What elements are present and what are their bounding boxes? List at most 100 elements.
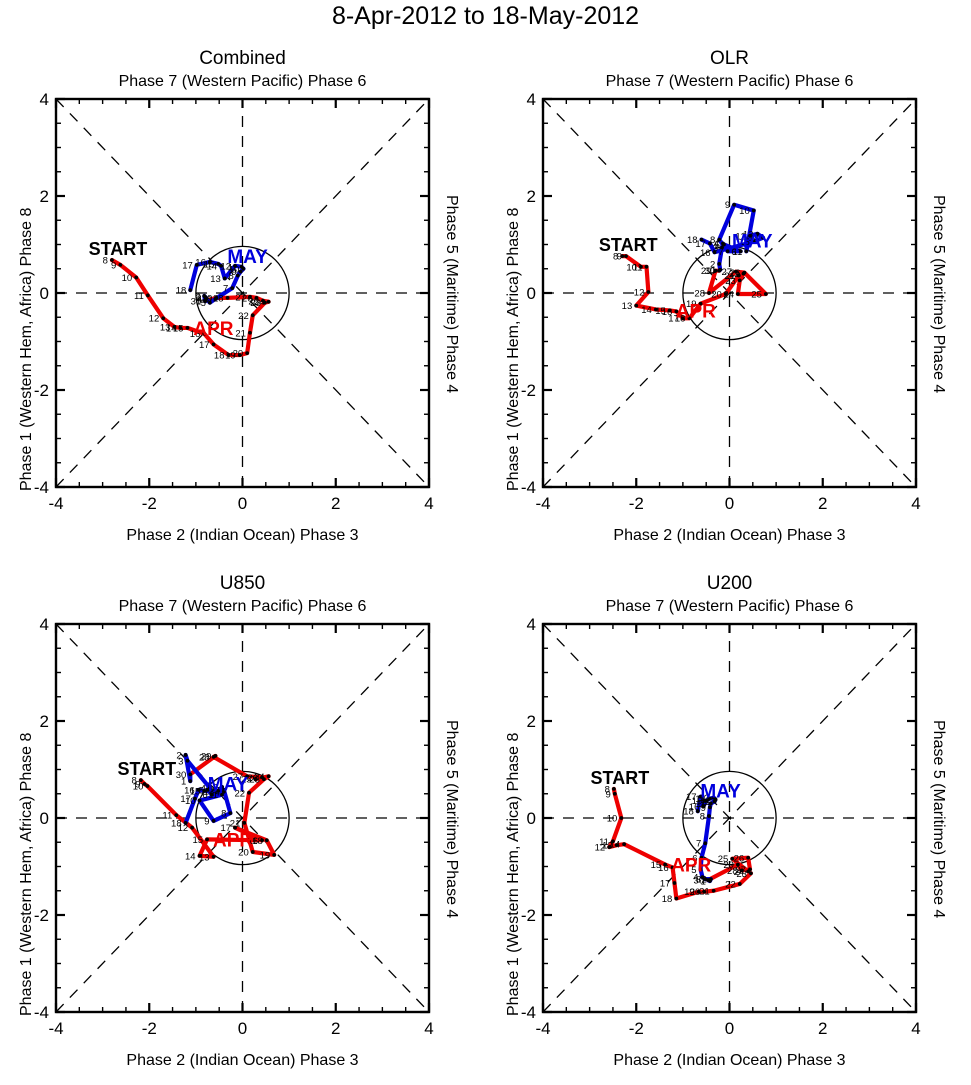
data-point-marker [711, 888, 716, 893]
day-number-label: 17 [199, 340, 210, 351]
data-point-marker [188, 772, 193, 777]
day-number-label: 6 [206, 294, 211, 305]
data-point-marker [216, 788, 221, 793]
data-point-marker [746, 855, 751, 860]
data-point-marker [238, 269, 243, 274]
day-number-label: 2 [710, 259, 715, 270]
day-number-label: 15 [190, 786, 201, 797]
data-point-marker [207, 260, 212, 264]
data-point-marker [209, 792, 214, 797]
day-number-label: 2 [195, 291, 200, 302]
data-point-marker [260, 838, 264, 843]
panel-title-olr: OLR [709, 48, 750, 69]
axis-frame-u200 [541, 622, 918, 1014]
day-number-label: 15 [192, 835, 203, 846]
day-number-label: 13 [602, 841, 613, 852]
data-point-marker [205, 837, 209, 842]
data-point-marker [620, 254, 625, 259]
day-number-label: 24 [254, 297, 265, 308]
data-point-marker [702, 889, 707, 894]
start-annotation: START [89, 239, 148, 259]
day-number-label: 24 [254, 772, 265, 783]
grid-u200 [542, 623, 917, 1013]
data-point-marker [707, 291, 711, 295]
grid-u850 [55, 623, 430, 1013]
x-tick-label: 2 [331, 494, 340, 513]
day-number-label: 17 [686, 792, 697, 803]
day-number-label: 28 [727, 866, 738, 877]
data-point-marker [250, 313, 255, 318]
data-point-marker [723, 292, 728, 296]
data-point-marker [220, 792, 224, 797]
data-point-marker [703, 841, 708, 846]
y-tick-label: 2 [40, 712, 49, 731]
day-number-label: 17 [220, 823, 231, 834]
day-number-label: 4 [201, 783, 206, 794]
day-number-label: 10 [739, 206, 750, 217]
day-number-label: 13 [204, 786, 215, 797]
data-point-marker [237, 353, 242, 357]
data-point-marker [708, 805, 712, 810]
day-number-label: 20 [233, 349, 244, 360]
data-point-marker [235, 273, 240, 278]
data-point-marker [748, 867, 752, 872]
data-point-marker [248, 294, 252, 299]
day-number-label: 11 [134, 291, 144, 302]
data-point-marker [737, 882, 742, 886]
axis-frame-olr [541, 97, 918, 489]
day-number-label: 11 [701, 797, 711, 808]
x-tick-label: 2 [818, 494, 827, 513]
start-annotation: START [591, 768, 650, 788]
data-point-marker [221, 789, 226, 794]
data-point-marker [717, 237, 722, 242]
day-number-label: 12 [207, 782, 218, 793]
data-point-marker [749, 871, 753, 876]
data-point-marker [761, 235, 765, 240]
top-axis-label-u850: Phase 7 (Western Pacific) Phase 6 [118, 598, 367, 615]
data-point-marker [260, 775, 264, 780]
x-tick-label: -4 [535, 494, 550, 513]
day-number-label: 22 [725, 879, 736, 890]
day-number-label: 14 [185, 851, 196, 862]
grid-combined [55, 98, 430, 488]
day-number-label: 8 [700, 812, 705, 823]
day-number-label: 10 [696, 799, 707, 810]
day-number-label: 14 [695, 794, 706, 805]
day-number-label: 8 [221, 809, 226, 820]
x-tick-label: 2 [331, 1019, 340, 1038]
data-point-marker [712, 250, 717, 255]
day-number-label: 17 [182, 260, 193, 271]
x-tick-label: -4 [48, 1019, 63, 1038]
day-number-label: 13 [199, 852, 210, 863]
day-number-label: 28 [213, 293, 224, 304]
day-number-label: 21 [235, 328, 246, 339]
day-number-label: 17 [668, 314, 679, 325]
day-number-label: 1 [711, 265, 716, 276]
data-point-marker [196, 787, 201, 792]
day-number-label: 6 [692, 853, 697, 864]
data-point-marker [701, 804, 706, 809]
data-point-marker [110, 258, 114, 262]
day-number-label: 14 [610, 840, 621, 851]
data-point-marker [188, 288, 193, 292]
day-number-label: 5 [199, 785, 204, 796]
start-annotation: START [599, 235, 658, 255]
day-number-label: 30 [705, 266, 716, 277]
day-number-label: 6 [731, 247, 736, 258]
day-number-label: 22 [234, 788, 245, 799]
day-number-label: 10 [626, 262, 637, 273]
y-tick-label: 4 [527, 615, 536, 634]
day-number-label: 20 [690, 887, 701, 898]
day-number-label: 18 [214, 351, 225, 362]
data-point-marker [612, 791, 617, 796]
day-number-label: 15 [692, 796, 703, 807]
x-tick-label: -4 [535, 1019, 550, 1038]
panel-title-u850: U850 [219, 573, 266, 594]
axis-frame-u850 [54, 622, 431, 1014]
day-number-label: 25 [248, 296, 259, 307]
track-apr-combined [109, 257, 271, 358]
day-number-label: 19 [686, 299, 697, 310]
